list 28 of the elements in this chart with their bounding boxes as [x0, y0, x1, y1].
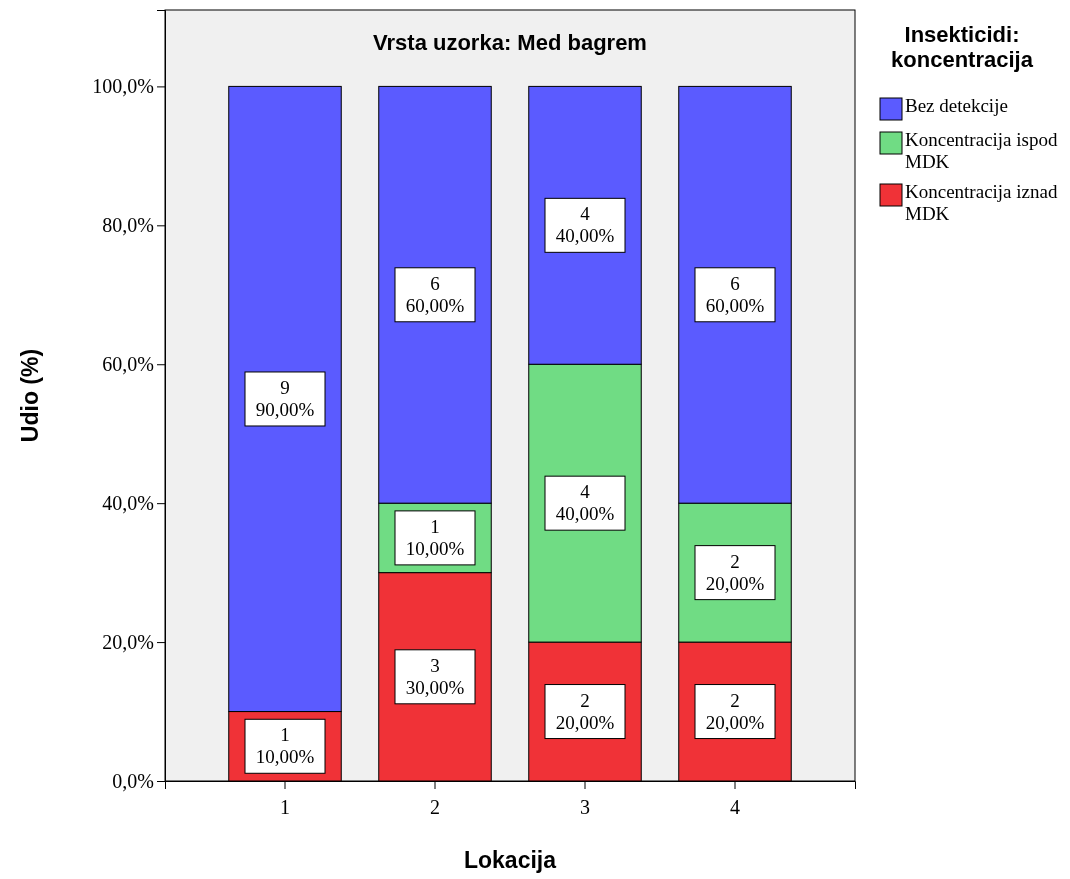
y-axis-title: Udio (%)	[17, 348, 43, 443]
y-tick-label: 0,0%	[112, 769, 154, 792]
data-label: 6 60,00%	[705, 272, 765, 316]
legend-label: Bez detekcije	[905, 95, 1008, 116]
data-label: 2 20,00%	[705, 689, 765, 733]
y-tick-label: 80,0%	[102, 214, 154, 237]
y-tick-label: 20,0%	[102, 630, 154, 653]
x-tick-label: 2	[430, 796, 440, 818]
data-label: 6 60,00%	[405, 272, 465, 316]
data-label: 4 40,00%	[555, 203, 615, 247]
x-tick-label: 3	[580, 796, 590, 818]
data-label: 2 20,00%	[555, 689, 615, 733]
y-tick-label: 100,0%	[92, 75, 154, 98]
y-tick-label: 40,0%	[102, 492, 154, 515]
data-label: 9 90,00%	[255, 376, 315, 420]
data-label: 1 10,00%	[255, 724, 315, 768]
y-tick-label: 60,0%	[102, 353, 154, 376]
legend-label: Koncentracija ispod MDK	[905, 129, 1058, 172]
x-tick-label: 1	[280, 796, 290, 818]
legend-title: Insekticidi: koncentracija	[891, 22, 1034, 72]
x-axis-title: Lokacija	[463, 847, 557, 873]
data-label: 1 10,00%	[405, 515, 465, 559]
x-tick-label: 4	[730, 796, 740, 818]
text: Vrsta uzorka: Med bagrem	[373, 30, 647, 55]
legend-label: Koncentracija iznad MDK	[905, 181, 1058, 224]
data-label: 2 20,00%	[705, 550, 765, 594]
data-label: 4 40,00%	[555, 481, 615, 525]
data-label: 3 30,00%	[405, 654, 465, 698]
